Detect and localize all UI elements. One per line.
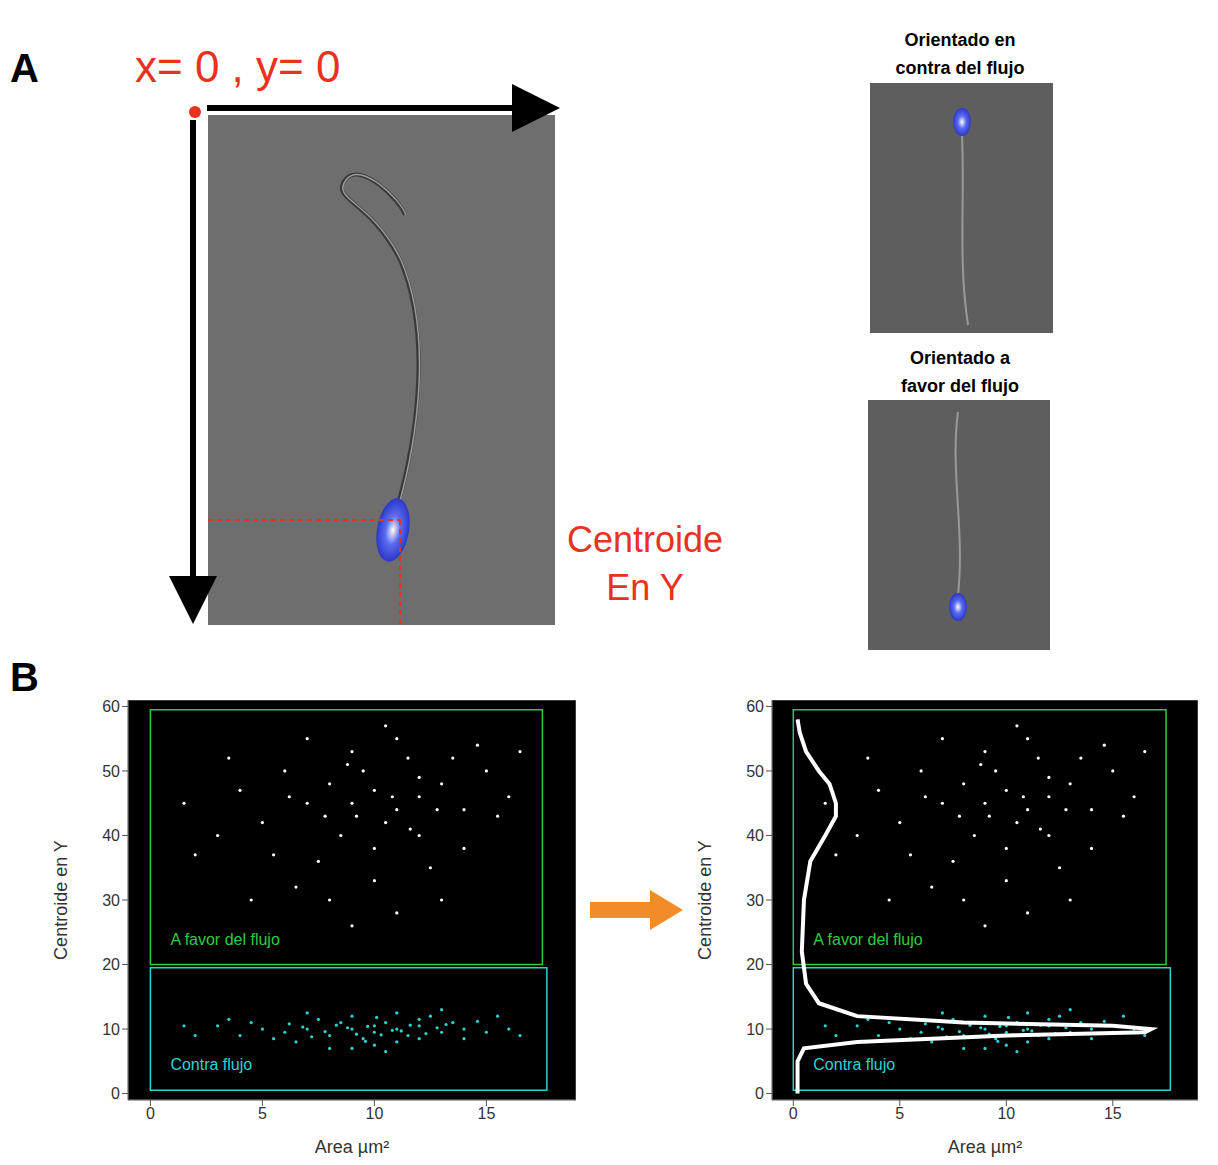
svg-text:10: 10 [366,1105,384,1122]
svg-text:A favor del flujo: A favor del flujo [170,931,280,948]
svg-text:0: 0 [789,1105,798,1122]
svg-text:A favor del flujo: A favor del flujo [813,931,923,948]
svg-text:5: 5 [258,1105,267,1122]
svg-text:Centroide en Y: Centroide en Y [695,840,715,960]
svg-text:30: 30 [102,892,120,909]
svg-text:10: 10 [997,1105,1015,1122]
svg-text:contra del flujo: contra del flujo [895,58,1024,78]
svg-text:15: 15 [1104,1105,1122,1122]
svg-text:20: 20 [102,956,120,973]
svg-text:Orientado en: Orientado en [904,30,1015,50]
svg-text:50: 50 [102,763,120,780]
html-text:B: B [10,655,39,699]
svg-text:x= 0 , y= 0: x= 0 , y= 0 [135,42,340,91]
svg-text:10: 10 [102,1021,120,1038]
svg-text:favor del flujo: favor del flujo [901,376,1019,396]
svg-text:Area µm²: Area µm² [948,1137,1022,1157]
svg-text:60: 60 [746,698,764,715]
svg-text:A: A [10,46,39,90]
svg-text:Centroide: Centroide [567,519,723,560]
svg-text:Area µm²: Area µm² [315,1137,389,1157]
svg-text:Contra flujo: Contra flujo [170,1056,252,1073]
svg-text:40: 40 [746,827,764,844]
svg-text:0: 0 [755,1085,764,1102]
svg-text:20: 20 [746,956,764,973]
svg-text:15: 15 [478,1105,496,1122]
svg-text:60: 60 [102,698,120,715]
svg-text:30: 30 [746,892,764,909]
svg-text:10: 10 [746,1021,764,1038]
svg-text:5: 5 [895,1105,904,1122]
svg-text:0: 0 [146,1105,155,1122]
svg-text:Centroide en Y: Centroide en Y [51,840,71,960]
svg-text:En Y: En Y [606,567,683,608]
svg-text:0: 0 [111,1085,120,1102]
svg-text:40: 40 [102,827,120,844]
svg-text:Contra flujo: Contra flujo [813,1056,895,1073]
svg-text:50: 50 [746,763,764,780]
svg-text:Orientado a: Orientado a [910,348,1011,368]
